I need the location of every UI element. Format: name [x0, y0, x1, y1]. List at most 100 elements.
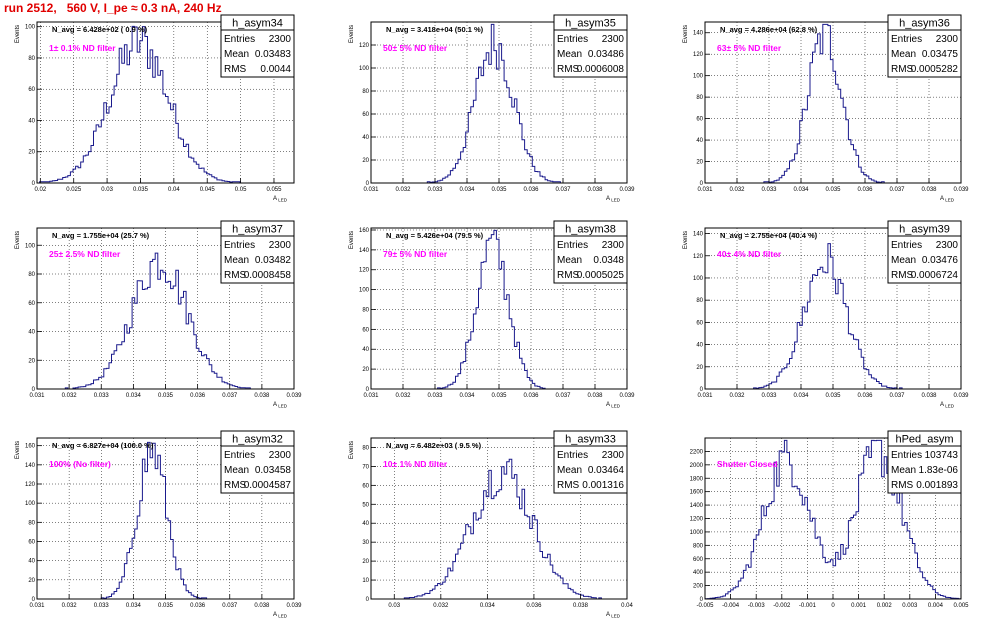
stats-value: 2300 [602, 34, 625, 45]
stats-box [220, 220, 295, 284]
x-tick-label: 0.038 [254, 603, 270, 609]
histogram-name: h_asym33 [565, 434, 616, 446]
stats-label: Mean [557, 465, 582, 476]
y-axis-label: Events [683, 25, 689, 43]
stats-value: 1.83e-06 [919, 465, 959, 476]
x-tick-label: 0.036 [857, 187, 873, 193]
filter-label: 40± 4% ND filter [717, 249, 782, 259]
stats-label: Entries [891, 240, 922, 251]
x-axis-label: A LED [273, 402, 288, 409]
filter-label: 1± 0.1% ND filter [49, 43, 116, 53]
y-tick-label: 0 [32, 597, 36, 603]
y-tick-label: 0 [700, 387, 704, 393]
y-tick-label: 120 [359, 268, 370, 274]
x-tick-label: 0.038 [921, 393, 937, 399]
stats-value: 103743 [925, 450, 959, 461]
x-tick-label: 0.03 [388, 603, 400, 609]
x-tick-label: 0.038 [573, 603, 589, 609]
stats-label: RMS [891, 270, 914, 281]
x-tick-label: 0.005 [953, 603, 969, 609]
y-tick-label: 60 [28, 540, 35, 546]
x-tick-label: 0.039 [286, 393, 302, 399]
y-tick-label: 60 [696, 320, 703, 326]
x-tick-label: 0.036 [526, 603, 542, 609]
stats-label: RMS [557, 64, 580, 75]
y-tick-label: 80 [28, 520, 35, 526]
histogram-line [37, 25, 294, 184]
y-tick-label: 100 [25, 25, 36, 31]
x-tick-label: 0.039 [619, 393, 635, 399]
y-axis-label: Events [349, 25, 355, 43]
y-tick-label: 140 [359, 248, 370, 254]
stats-value: 0.0004587 [244, 480, 292, 491]
stats-label: RMS [224, 270, 247, 281]
y-tick-label: 40 [28, 559, 35, 565]
stats-label: Entries [224, 450, 255, 461]
y-tick-label: 60 [28, 301, 35, 307]
navg-label: N_avg = 5.426e+04 (79.5 %) [386, 231, 484, 240]
stats-label: RMS [891, 64, 914, 75]
x-tick-label: 0.037 [889, 393, 905, 399]
stats-label: Mean [224, 255, 249, 266]
stats-label: Entries [224, 240, 255, 251]
y-tick-label: 120 [25, 482, 36, 488]
x-tick-label: 0.037 [222, 603, 238, 609]
y-tick-label: 120 [693, 52, 704, 58]
stats-label: RMS [557, 480, 580, 491]
y-tick-label: 140 [25, 463, 36, 469]
y-tick-label: 80 [28, 272, 35, 278]
x-tick-label: 0.038 [254, 393, 270, 399]
stats-box [887, 14, 962, 78]
x-tick-label: 0.034 [793, 393, 809, 399]
y-tick-label: 20 [28, 358, 35, 364]
x-tick-label: 0.033 [761, 393, 777, 399]
x-tick-label: 0.031 [697, 187, 713, 193]
filter-label: 50± 5% ND filter [383, 43, 448, 53]
stats-label: RMS [224, 480, 247, 491]
x-tick-label: 0.002 [877, 603, 893, 609]
stats-value: 2300 [602, 240, 625, 251]
y-tick-label: 80 [696, 298, 703, 304]
x-tick-label: 0.034 [793, 187, 809, 193]
y-tick-label: 10 [362, 578, 369, 584]
y-tick-label: 60 [696, 117, 703, 123]
y-tick-label: 100 [359, 66, 370, 72]
y-tick-label: 0 [366, 387, 370, 393]
stats-value: 0.03482 [255, 255, 292, 266]
x-tick-label: -0.005 [696, 603, 714, 609]
x-tick-label: 0.038 [587, 393, 603, 399]
x-tick-label: 0.039 [286, 603, 302, 609]
filter-label: Shutter Closed [717, 459, 777, 469]
x-tick-label: 0.033 [427, 393, 443, 399]
x-tick-label: 0.034 [126, 393, 142, 399]
y-tick-label: 60 [362, 483, 369, 489]
histogram-panel-h_asym36: 0.031 0.032 0.033 0.034 0.035 0.036 0.037 0.038… [683, 14, 969, 203]
x-tick-label: -0.004 [722, 603, 740, 609]
stats-label: Entries [224, 34, 255, 45]
stats-box [553, 14, 628, 78]
x-tick-label: 0.031 [363, 393, 379, 399]
filter-label: 10± 1% ND filter [383, 459, 448, 469]
stats-box [220, 14, 295, 78]
filter-label: 79± 5% ND filter [383, 249, 448, 259]
x-tick-label: 0.035 [491, 187, 507, 193]
y-tick-label: 140 [693, 232, 704, 238]
stats-value: 0.0008458 [244, 270, 292, 281]
stats-label: Entries [891, 34, 922, 45]
x-axis-label: A LED [273, 612, 288, 619]
stats-value: 0.03486 [588, 49, 625, 60]
stats-label: Entries [891, 450, 922, 461]
x-tick-label: 0.001 [851, 603, 867, 609]
stats-value: 2300 [602, 450, 625, 461]
histogram-panel-h_asym32: 0.031 0.032 0.033 0.034 0.035 0.036 0.037 0.038… [15, 430, 302, 619]
x-tick-label: 0.035 [825, 187, 841, 193]
x-tick-label: -0.001 [799, 603, 817, 609]
y-tick-label: 40 [696, 138, 703, 144]
x-tick-label: 0.032 [395, 393, 411, 399]
x-tick-label: 0.036 [857, 393, 873, 399]
histogram-name: h_asym39 [899, 224, 950, 236]
y-tick-label: 80 [28, 56, 35, 62]
y-tick-label: 0 [32, 181, 36, 187]
stats-value: 0.03475 [922, 49, 959, 60]
stats-label: RMS [891, 480, 914, 491]
